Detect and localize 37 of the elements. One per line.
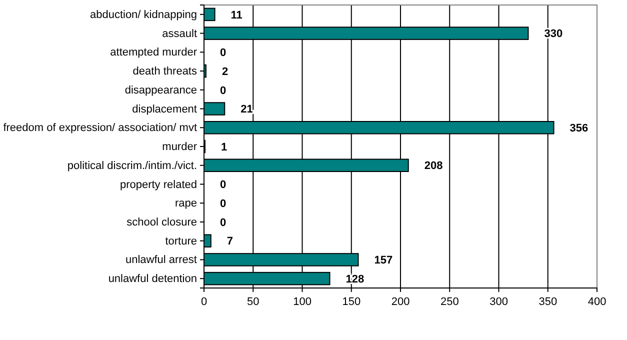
x-tick-label: 400 [588, 296, 606, 308]
data-label: 7 [226, 236, 234, 248]
x-tick-label: 350 [538, 296, 558, 308]
x-tick-label: 250 [440, 296, 459, 308]
data-label: 0 [220, 216, 226, 229]
y-tick-label: freedom of expression/ association/ mvt [3, 122, 197, 134]
x-tick-label: 50 [247, 296, 260, 308]
y-tick-label: rape [174, 198, 197, 210]
data-label: 0 [220, 179, 226, 192]
data-label: 356 [570, 122, 588, 134]
data-label: 21 [240, 104, 253, 116]
data-label: 0 [220, 198, 226, 210]
x-tick-label: 200 [391, 296, 410, 308]
y-tick-label: abduction/ kidnapping [90, 8, 197, 21]
y-tick-label: unlawful arrest [125, 254, 197, 266]
y-tick-label: property related [120, 178, 197, 191]
y-tick-label: displacement [132, 103, 197, 116]
y-tick-label: political discrim./intim./vict. [67, 160, 197, 172]
y-tick-label: attempted murder [110, 46, 198, 59]
y-tick-label: unlawful detention [108, 273, 197, 286]
y-tick-label: death threats [132, 66, 198, 78]
x-tick-label: 100 [293, 296, 312, 308]
data-label: 0 [220, 47, 226, 60]
y-tick-label: school closure [126, 216, 197, 228]
data-label: 0 [220, 84, 226, 97]
data-label: 208 [424, 160, 443, 172]
y-tick-label: torture [165, 235, 197, 248]
data-label: 157 [374, 254, 393, 267]
y-tick-label: disappearance [124, 84, 197, 96]
data-label: 2 [222, 66, 228, 78]
data-label: 11 [230, 9, 242, 22]
data-label: 1 [220, 141, 228, 154]
x-tick-label: 0 [200, 296, 208, 308]
y-tick-label: assault [162, 28, 197, 40]
x-tick-label: 300 [490, 296, 508, 308]
y-tick-label: murder [162, 141, 198, 154]
x-tick-label: 150 [342, 296, 361, 308]
